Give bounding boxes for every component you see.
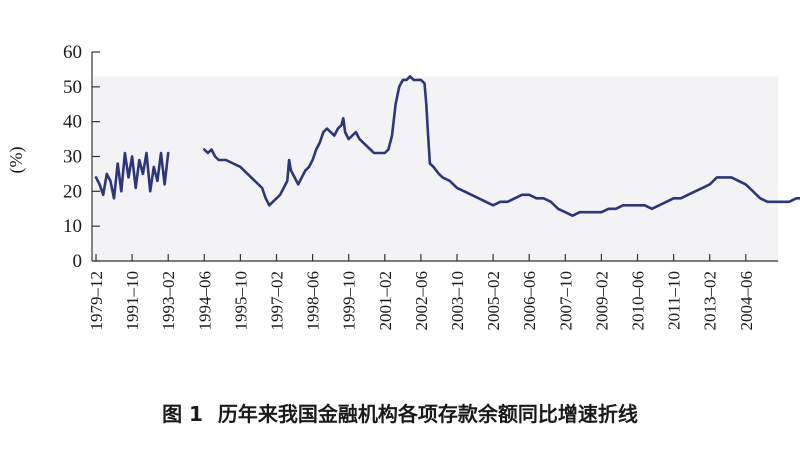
x-tick-label: 1993–02 (159, 271, 178, 331)
x-tick-label: 2013–02 (701, 271, 720, 331)
y-axis: 0 10 20 30 40 50 60 (63, 42, 100, 272)
x-tick-label: 1979–12 (87, 271, 106, 331)
y-tick-label: 60 (63, 42, 82, 63)
x-tick-label: 1994–06 (195, 271, 214, 331)
y-tick-label: 50 (63, 77, 82, 98)
x-tick-label: 2002–06 (412, 271, 431, 331)
y-tick-label: 10 (63, 216, 82, 237)
x-tick-label: 2001–02 (376, 271, 395, 331)
y-tick-label: 0 (73, 251, 83, 272)
x-tick-label: 1999–10 (340, 271, 359, 331)
x-tick-label: 2010–06 (629, 271, 648, 331)
x-axis: 1979–12 1991–10 1993–02 1994–06 1995–10 1997–… (87, 254, 778, 331)
x-tick-label: 2009–02 (592, 271, 611, 331)
y-tick-label: 30 (63, 147, 82, 168)
x-tick-label: 2011–10 (665, 271, 684, 330)
y-axis-label: (%) (6, 147, 27, 174)
y-tick-label: 40 (63, 112, 82, 133)
series-line (203, 75, 800, 217)
x-tick-label: 1998–06 (304, 271, 323, 331)
figure-caption: 图 1 历年来我国金融机构各项存款余额同比增速折线 (0, 398, 800, 427)
x-tick-label: 1997–02 (268, 271, 287, 331)
figure-title: 历年来我国金融机构各项存款余额同比增速折线 (217, 402, 638, 426)
x-tick-label: 2004–06 (737, 271, 756, 331)
series-line (94, 151, 170, 200)
series-layer (94, 75, 800, 217)
x-tick-label: 2007–10 (556, 271, 575, 331)
x-tick-label: 2005–02 (484, 271, 503, 331)
x-tick-label: 1991–10 (123, 271, 142, 331)
x-tick-label: 1995–10 (231, 271, 250, 331)
x-tick-label: 2003–10 (448, 271, 467, 331)
y-tick-label: 20 (63, 181, 82, 202)
x-tick-label: 2006–06 (520, 271, 539, 331)
figure-number: 图 1 (162, 402, 203, 426)
